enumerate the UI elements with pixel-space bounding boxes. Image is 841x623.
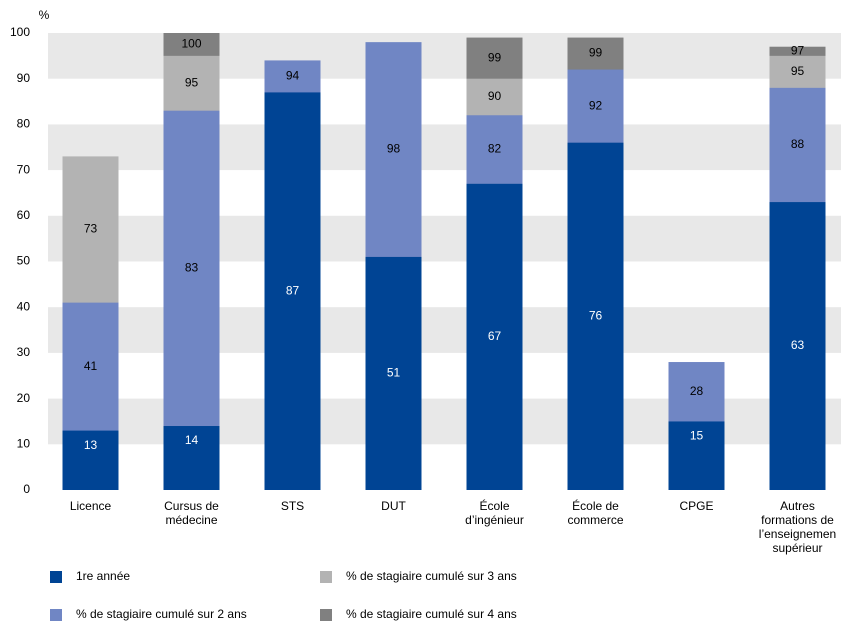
x-tick-label: Cursus de médecine xyxy=(164,499,219,527)
data-label: 97 xyxy=(791,43,805,57)
data-label: 67 xyxy=(488,329,502,343)
legend-label: % de stagiaire cumulé sur 4 ans xyxy=(346,607,517,621)
data-label: 88 xyxy=(791,137,805,151)
bar xyxy=(769,202,826,490)
bar xyxy=(567,142,624,490)
legend-swatch xyxy=(50,609,62,621)
x-tick-label: Licence xyxy=(70,499,112,513)
data-label: 94 xyxy=(286,69,300,83)
data-label: 14 xyxy=(185,433,199,447)
data-label: 76 xyxy=(589,309,603,323)
x-tick-label: CPGE xyxy=(679,499,713,513)
data-label: 92 xyxy=(589,98,603,112)
y-tick-label: 20 xyxy=(17,391,31,405)
bar xyxy=(668,421,725,490)
x-tick-label: Autres formations de l’enseignemen supérieu… xyxy=(759,499,836,555)
y-tick-label: 80 xyxy=(17,117,31,131)
data-label: 15 xyxy=(690,429,704,443)
bar xyxy=(466,183,523,490)
data-label: 28 xyxy=(690,384,704,398)
data-label: 83 xyxy=(185,261,199,275)
data-label: 73 xyxy=(84,222,98,236)
bar xyxy=(365,256,422,490)
x-tick-label: École d’ingénieur xyxy=(465,498,524,527)
legend-swatch xyxy=(320,609,332,621)
y-tick-label: 10 xyxy=(17,436,31,450)
x-tick-label: STS xyxy=(281,499,304,513)
y-tick-label: 60 xyxy=(17,208,31,222)
data-label: 99 xyxy=(488,50,502,64)
data-label: 82 xyxy=(488,142,502,156)
bar xyxy=(62,430,119,490)
y-tick-label: 90 xyxy=(17,71,31,85)
y-tick-label: 70 xyxy=(17,162,31,176)
data-label: 95 xyxy=(185,75,199,89)
legend-label: % de stagiaire cumulé sur 3 ans xyxy=(346,569,517,583)
data-label: 41 xyxy=(84,359,98,373)
legend-label: % de stagiaire cumulé sur 2 ans xyxy=(76,607,247,621)
data-label: 98 xyxy=(387,142,401,156)
data-label: 63 xyxy=(791,338,805,352)
data-label: 51 xyxy=(387,366,401,380)
y-tick-label: 0 xyxy=(23,482,30,496)
legend-swatch xyxy=(50,571,62,583)
data-label: 99 xyxy=(589,46,603,60)
data-label: 13 xyxy=(84,438,98,452)
y-tick-label: 40 xyxy=(17,299,31,313)
data-label: 100 xyxy=(181,37,201,51)
x-tick-label: DUT xyxy=(381,499,406,513)
legend-swatch xyxy=(320,571,332,583)
data-label: 87 xyxy=(286,283,300,297)
bar xyxy=(163,426,220,490)
y-axis-label: % xyxy=(39,8,50,22)
bar xyxy=(264,92,321,490)
y-tick-label: 100 xyxy=(10,25,30,39)
x-tick-label: École de commerce xyxy=(567,498,623,527)
y-tick-label: 30 xyxy=(17,345,31,359)
y-tick-label: 50 xyxy=(17,254,31,268)
data-label: 90 xyxy=(488,89,502,103)
data-label: 95 xyxy=(791,64,805,78)
legend-label: 1re année xyxy=(76,569,130,583)
